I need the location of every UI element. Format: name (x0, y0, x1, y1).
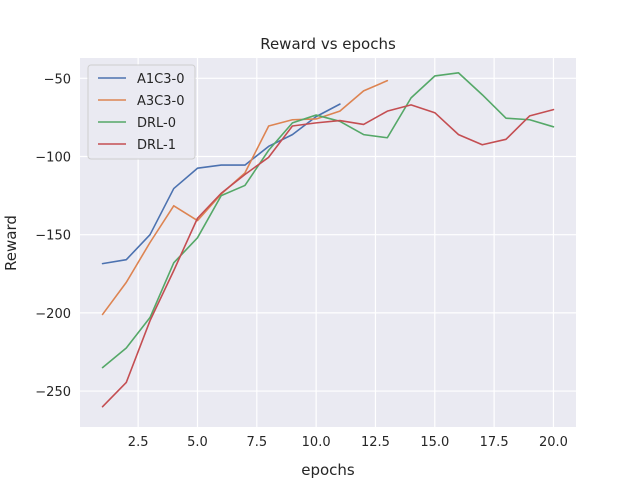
x-tick-label: 12.5 (361, 435, 390, 450)
series-line-a1c3-0 (101, 103, 341, 265)
legend-label: A3C3-0 (137, 94, 184, 109)
legend-box (87, 64, 196, 160)
legend-label: DRL-1 (137, 138, 176, 153)
x-tick-labels: 2.5 5.0 7.5 10.0 12.5 15.0 17.5 20.0 (128, 435, 568, 450)
x-axis-label: epochs (301, 461, 355, 479)
x-tick-label: 10.0 (302, 435, 331, 450)
series-line-drl-0 (101, 72, 555, 369)
x-tick-label: 17.5 (480, 435, 509, 450)
legend-label: DRL-0 (137, 116, 176, 131)
legend-label: A1C3-0 (137, 72, 184, 87)
y-tick-label: −250 (35, 385, 71, 400)
y-axis-label: Reward (2, 215, 20, 271)
y-tick-label: −100 (35, 151, 71, 166)
y-tick-label: −50 (44, 72, 71, 87)
series-lines (101, 72, 555, 408)
x-tick-label: 15.0 (420, 435, 449, 450)
y-tick-labels: −250 −200 −150 −100 −50 (35, 72, 71, 400)
x-tick-label: 2.5 (128, 435, 149, 450)
legend: A1C3-0 A3C3-0 DRL-0 DRL-1 (87, 64, 196, 160)
chart-title: Reward vs epochs (260, 35, 396, 53)
y-tick-label: −150 (35, 229, 71, 244)
y-tick-label: −200 (35, 307, 71, 322)
x-tick-label: 5.0 (187, 435, 208, 450)
x-tick-label: 20.0 (539, 435, 568, 450)
series-line-a3c3-0 (101, 79, 389, 316)
x-tick-label: 7.5 (246, 435, 267, 450)
grid-lines (80, 58, 576, 427)
series-line-drl-1 (101, 104, 555, 408)
